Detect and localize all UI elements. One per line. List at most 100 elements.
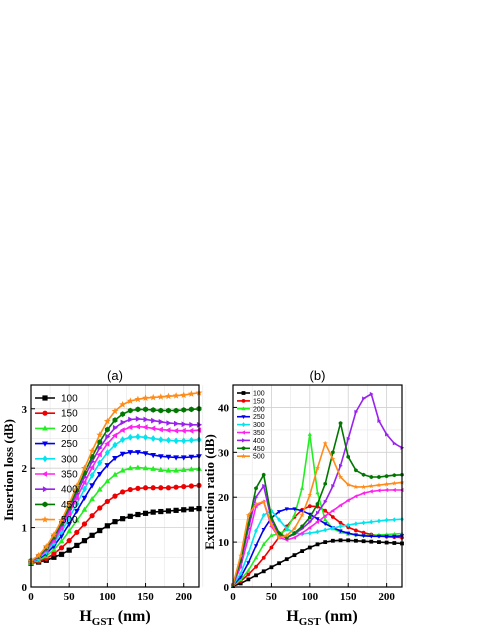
point-150 — [51, 551, 57, 557]
point-400 — [262, 483, 266, 489]
point-100 — [58, 551, 65, 557]
point-250 — [180, 455, 187, 461]
point-350 — [299, 531, 304, 536]
point-200 — [254, 555, 259, 560]
legend-marker — [241, 453, 246, 459]
point-250 — [112, 456, 118, 462]
legend-label: 450 — [253, 446, 265, 453]
x-tick-label: 200 — [175, 591, 192, 603]
point-500 — [361, 484, 367, 489]
point-400 — [323, 499, 328, 504]
legend-item-450: 450 — [237, 446, 265, 453]
point-500 — [142, 394, 149, 401]
point-250 — [188, 454, 195, 460]
point-200 — [58, 538, 65, 544]
series-500 — [230, 440, 405, 587]
legend-item-100: 100 — [237, 391, 265, 398]
point-300 — [120, 436, 126, 443]
point-300 — [188, 436, 194, 444]
point-450 — [346, 454, 350, 459]
point-500 — [391, 480, 397, 486]
point-400 — [166, 420, 172, 426]
point-250 — [104, 463, 111, 469]
point-350 — [345, 498, 350, 503]
legend-item-150: 150 — [237, 398, 265, 405]
point-450 — [188, 406, 194, 413]
point-250 — [173, 455, 179, 461]
point-100 — [173, 507, 179, 513]
point-150 — [354, 528, 358, 533]
series-450 — [231, 421, 404, 587]
point-450 — [331, 450, 335, 455]
point-500 — [126, 397, 134, 404]
legend-label: 350 — [61, 470, 78, 481]
x-tick-label: 0 — [28, 591, 34, 603]
point-450 — [377, 474, 381, 480]
point-100 — [142, 510, 149, 516]
legend-label: 300 — [253, 422, 265, 429]
point-350 — [173, 427, 179, 434]
point-350 — [73, 495, 79, 501]
x-tick-label: 200 — [378, 591, 395, 603]
x-axis-label-main: H — [79, 608, 92, 625]
point-150 — [97, 505, 103, 511]
point-200 — [261, 542, 266, 546]
point-500 — [315, 465, 320, 471]
point-350 — [322, 514, 327, 519]
point-100 — [307, 545, 312, 550]
point-250 — [338, 529, 343, 534]
point-450 — [173, 407, 179, 414]
point-400 — [189, 421, 195, 428]
point-100 — [338, 538, 343, 543]
y-tick-label: 1 — [22, 523, 28, 535]
point-100 — [269, 565, 274, 570]
series-150 — [28, 482, 202, 566]
point-400 — [392, 441, 397, 446]
point-250 — [292, 507, 297, 512]
legend-label: 450 — [61, 500, 78, 511]
point-350 — [376, 488, 381, 493]
point-300 — [150, 435, 156, 442]
point-150 — [323, 508, 328, 513]
point-300 — [246, 550, 251, 556]
point-500 — [134, 395, 142, 403]
point-450 — [166, 407, 171, 414]
point-450 — [97, 439, 103, 445]
point-250 — [346, 531, 351, 536]
point-400 — [120, 419, 126, 426]
point-500 — [345, 482, 351, 487]
point-450 — [392, 473, 397, 478]
legend-item-200: 200 — [35, 424, 78, 435]
point-100 — [238, 581, 243, 586]
legend-item-200: 200 — [237, 406, 265, 413]
point-250 — [165, 454, 172, 460]
point-300 — [323, 527, 328, 533]
point-400 — [331, 483, 336, 489]
point-250 — [369, 534, 374, 539]
legend-item-400: 400 — [237, 438, 265, 445]
point-500 — [111, 407, 119, 415]
x-tick-label: 150 — [137, 591, 154, 603]
y-tick-label: 0 — [224, 582, 230, 594]
legend-marker — [41, 516, 49, 523]
point-100 — [66, 547, 72, 553]
point-150 — [127, 486, 133, 493]
point-250 — [135, 450, 141, 456]
point-350 — [292, 535, 296, 540]
point-500 — [299, 512, 305, 518]
point-150 — [338, 520, 343, 525]
point-350 — [353, 494, 358, 499]
point-200 — [74, 517, 80, 523]
point-450 — [112, 417, 118, 423]
point-500 — [330, 456, 336, 462]
point-200 — [158, 466, 164, 472]
point-400 — [354, 409, 359, 414]
point-450 — [338, 421, 343, 426]
point-200 — [392, 531, 397, 536]
point-350 — [369, 489, 373, 494]
point-150 — [269, 545, 274, 550]
point-150 — [361, 530, 366, 535]
point-350 — [142, 424, 148, 430]
point-100 — [181, 507, 187, 513]
